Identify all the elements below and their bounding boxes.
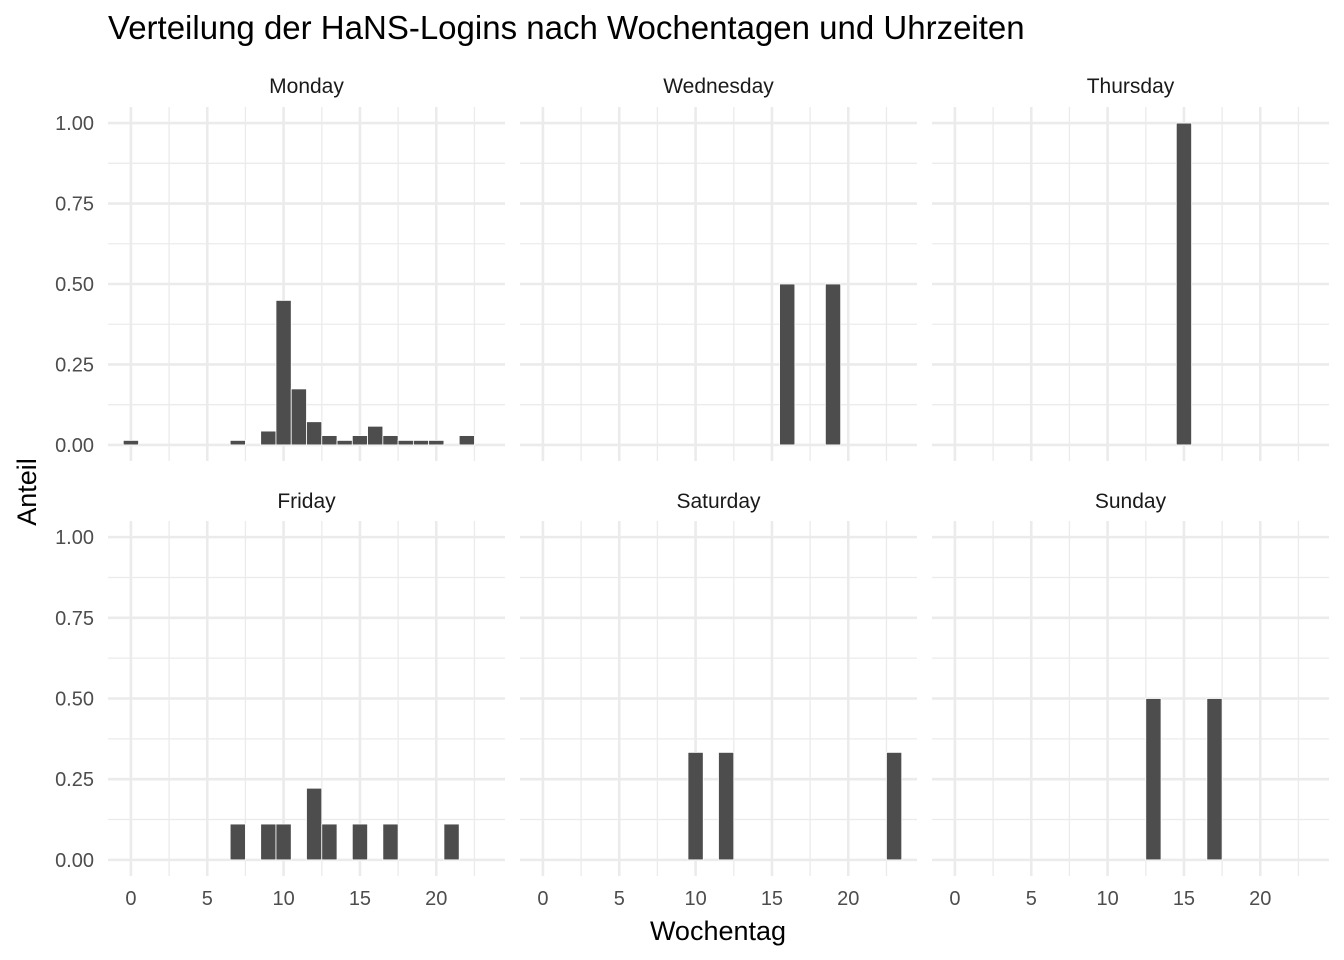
bar-monday-16 — [367, 425, 384, 446]
bar-saturday-10 — [687, 751, 704, 861]
x-tick-label: 5 — [614, 888, 625, 910]
x-tick-label: 15 — [761, 888, 783, 910]
facet-strip-label: Monday — [269, 75, 344, 98]
facet-panel-sunday: Sunday 0 5 10 15 20 — [932, 490, 1329, 910]
y-tick-label: 0.75 — [55, 194, 94, 216]
y-tick-label: 0.00 — [55, 435, 94, 457]
y-tick-label: 1.00 — [55, 527, 94, 549]
x-tick-label: 0 — [537, 888, 548, 910]
bar-monday-0 — [122, 440, 139, 446]
bar-saturday-23 — [886, 751, 903, 861]
y-tick-label: 0.00 — [55, 850, 94, 872]
bar-monday-12 — [306, 421, 323, 446]
y-tick-label: 0.50 — [55, 689, 94, 711]
x-tick-label: 5 — [202, 888, 213, 910]
facet-panel-saturday: Saturday 0 5 10 15 20 — [520, 490, 917, 910]
bar-friday-21 — [443, 823, 460, 861]
bar-monday-11 — [290, 388, 307, 446]
bar-wednesday-19 — [824, 283, 842, 446]
facet-strip-label: Saturday — [676, 490, 761, 513]
bar-monday-22 — [458, 435, 475, 446]
bar-friday-17 — [382, 823, 399, 861]
x-tick-label: 20 — [425, 888, 447, 910]
y-axis-title: Anteil — [12, 458, 42, 526]
y-tick-label: 1.00 — [55, 113, 94, 135]
bar-sunday-13 — [1145, 698, 1162, 861]
bar-monday-17 — [382, 435, 399, 446]
x-tick-label: 20 — [837, 888, 859, 910]
x-tick-label: 0 — [125, 888, 136, 910]
bar-monday-19 — [412, 440, 430, 446]
x-tick-label: 15 — [1173, 888, 1195, 910]
bar-friday-13 — [321, 823, 338, 861]
bar-friday-15 — [351, 823, 368, 861]
bar-monday-15 — [351, 435, 368, 446]
x-tick-label: 10 — [272, 888, 294, 910]
bar-monday-7 — [229, 440, 246, 446]
x-tick-label: 0 — [949, 888, 960, 910]
x-tick-label: 5 — [1026, 888, 1037, 910]
x-tick-label: 10 — [684, 888, 706, 910]
y-tick-label: 0.50 — [55, 274, 94, 296]
facet-strip-label: Sunday — [1095, 490, 1167, 513]
y-tick-label: 0.25 — [55, 354, 94, 376]
bar-thursday-15 — [1175, 122, 1192, 446]
y-tick-label: 0.75 — [55, 608, 94, 630]
x-tick-label: 10 — [1096, 888, 1118, 910]
facet-strip-label: Wednesday — [663, 75, 774, 98]
bar-friday-7 — [229, 823, 246, 861]
facet-panel-wednesday: Wednesday — [520, 75, 917, 461]
bar-sunday-17 — [1206, 698, 1223, 861]
bar-monday-18 — [397, 440, 414, 446]
bar-monday-20 — [428, 440, 445, 446]
facet-panel-friday: Friday 0.00 0.25 0.50 0.75 1.00 0 5 10 15 20 — [55, 490, 505, 910]
facet-panel-thursday: Thursday — [932, 75, 1329, 461]
bar-friday-9 — [260, 823, 277, 861]
bar-monday-10 — [275, 300, 292, 446]
chart-title: Verteilung der HaNS-Logins nach Wochenta… — [108, 9, 1025, 46]
bar-monday-9 — [260, 430, 277, 446]
bar-saturday-12 — [718, 751, 735, 861]
x-tick-label: 15 — [349, 888, 371, 910]
facet-strip-label: Friday — [277, 490, 336, 513]
facet-panel-monday: Monday 0.00 0.25 0.50 0.75 1.00 — [55, 75, 505, 461]
facet-strip-label: Thursday — [1087, 75, 1175, 98]
bar-friday-12 — [306, 787, 323, 861]
x-tick-label: 20 — [1249, 888, 1271, 910]
x-axis-title: Wochentag — [650, 916, 786, 946]
facet-panels: Monday 0.00 0.25 0.50 0.75 1.00 Wednesday Thurs… — [55, 75, 1329, 910]
y-tick-label: 0.25 — [55, 769, 94, 791]
bar-friday-10 — [275, 823, 292, 861]
bar-monday-14 — [336, 440, 353, 446]
bar-wednesday-16 — [779, 283, 796, 446]
bar-monday-13 — [321, 435, 338, 446]
